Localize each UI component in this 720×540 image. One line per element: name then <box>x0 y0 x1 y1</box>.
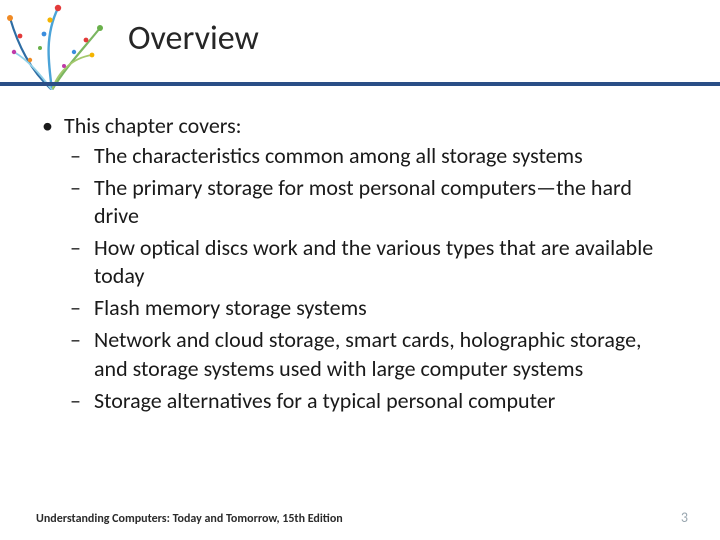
item-text: Network and cloud storage, smart cards, … <box>94 326 642 381</box>
footer-text: Understanding Computers: Today and Tomor… <box>36 512 343 526</box>
list-item: This chapter covers: The characteristics… <box>36 112 680 415</box>
list-item: Storage alternatives for a typical perso… <box>64 387 680 415</box>
item-text: Flash memory storage systems <box>94 294 367 321</box>
list-item: The characteristics common among all sto… <box>64 142 680 170</box>
bullet-list-level2: The characteristics common among all sto… <box>64 142 680 415</box>
page-number: 3 <box>681 509 688 526</box>
lead-text: This chapter covers: <box>64 112 242 139</box>
title-rule <box>0 82 720 86</box>
slide: Overview This chapter covers: The charac… <box>0 0 720 540</box>
list-item: How optical discs work and the various t… <box>64 234 680 290</box>
lights-decor-icon <box>0 0 110 90</box>
item-text: How optical discs work and the various t… <box>94 234 653 289</box>
item-text: The primary storage for most personal co… <box>94 174 632 229</box>
body-area: This chapter covers: The characteristics… <box>36 112 680 419</box>
list-item: Network and cloud storage, smart cards, … <box>64 326 680 382</box>
item-text: Storage alternatives for a typical perso… <box>94 387 555 414</box>
list-item: The primary storage for most personal co… <box>64 174 680 230</box>
bullet-list-level1: This chapter covers: The characteristics… <box>36 112 680 415</box>
list-item: Flash memory storage systems <box>64 294 680 322</box>
slide-title: Overview <box>128 18 680 59</box>
title-row: Overview <box>128 18 680 59</box>
item-text: The characteristics common among all sto… <box>94 142 583 169</box>
